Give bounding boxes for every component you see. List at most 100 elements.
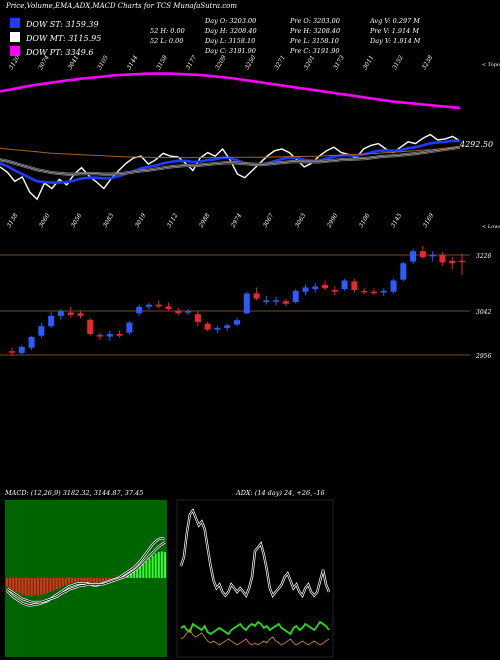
macd-label: MACD: (12,26,9) 3182.32, 3144.87, 37.45 bbox=[4, 489, 143, 497]
ema-top-label: 3074 bbox=[37, 54, 51, 71]
candle-body bbox=[136, 306, 143, 314]
ema-bottom-label: 3138 bbox=[6, 212, 20, 229]
ema-bottom-label: 3060 bbox=[38, 212, 52, 229]
candle-body bbox=[77, 313, 84, 316]
ema-series-line bbox=[0, 133, 461, 201]
ema-bottom-label: 2974 bbox=[229, 212, 243, 230]
ema-top-label: 3250 bbox=[244, 54, 258, 71]
candle-body bbox=[273, 300, 280, 302]
candle-body bbox=[9, 351, 15, 353]
legend-dow-mt: DOW MT: 3115.95 bbox=[10, 32, 101, 43]
plus-di-line bbox=[180, 620, 330, 636]
candle-body bbox=[214, 327, 221, 330]
candle-body bbox=[370, 291, 377, 294]
candle-body bbox=[155, 304, 162, 307]
candle-body bbox=[390, 280, 397, 292]
ema-top-label: 3209 bbox=[214, 54, 228, 71]
adx-line bbox=[180, 509, 330, 597]
ema-right-label-top: < Topo bbox=[482, 62, 500, 68]
candle-body bbox=[322, 284, 329, 289]
ema-series-line bbox=[0, 72, 461, 110]
candle-body bbox=[459, 260, 465, 263]
candle-body bbox=[126, 322, 133, 333]
candle-body bbox=[194, 314, 201, 322]
ema-right-label-bottom: < Lower bbox=[482, 224, 500, 230]
ohlc-52w-low: 52 L: 0.00 bbox=[150, 37, 184, 45]
candle-body bbox=[312, 286, 319, 290]
candle-body bbox=[165, 306, 172, 309]
macd-panel: MACD: (12,26,9) 3182.32, 3144.87, 37.45 bbox=[4, 489, 167, 657]
ema-top-label: 3271 bbox=[273, 54, 287, 71]
candle-panel: 3226 3042 2956 bbox=[0, 246, 491, 360]
candle-body bbox=[18, 346, 25, 353]
candle-body bbox=[67, 312, 74, 315]
ema-bottom-label: 3169 bbox=[422, 212, 436, 229]
ema-bottom-label: 3063 bbox=[294, 212, 308, 229]
ema-series-line bbox=[0, 139, 461, 185]
macd-line bbox=[6, 537, 166, 606]
ema-price-marker: 4292.50 bbox=[459, 140, 493, 149]
legend-swatch-white-icon bbox=[10, 32, 20, 42]
ema-top-label: 3158 bbox=[155, 54, 169, 71]
price-level-label: 3226 bbox=[476, 253, 491, 260]
candle-body bbox=[204, 323, 211, 330]
ema-bottom-label: 3106 bbox=[358, 212, 372, 229]
ema-top-label: 3011 bbox=[362, 54, 376, 71]
ohlc-pre-close: Pre C: 3191.90 bbox=[290, 47, 340, 55]
candle-body bbox=[410, 251, 417, 262]
adx-panel: ADX: (14 day) 24, +26, -16 bbox=[176, 489, 334, 658]
ema-panel: 3120 3074 3041 3105 3144 3158 3177 3209 3250 3271… bbox=[0, 54, 500, 230]
candle-body bbox=[439, 254, 446, 263]
candle-body bbox=[234, 320, 240, 325]
ohlc-day-close: Day C: 3191.90 bbox=[205, 47, 256, 55]
candle-body bbox=[419, 251, 426, 258]
ema-top-label: 3152 bbox=[391, 54, 405, 71]
ohlc-pre-volume: Pre V: 1.914 M bbox=[370, 27, 420, 35]
ema-top-label: 3120 bbox=[8, 54, 22, 71]
legend-swatch-magenta-icon bbox=[10, 46, 20, 56]
ema-series-line bbox=[0, 146, 461, 159]
ohlc-pre-open: Pre O: 3203.00 bbox=[290, 17, 340, 25]
candle-body bbox=[106, 333, 113, 337]
candle-body bbox=[380, 290, 387, 293]
ohlc-day-open: Day O: 3203.00 bbox=[205, 17, 257, 25]
macd-signal-line bbox=[6, 541, 166, 603]
candle-body bbox=[116, 333, 123, 336]
price-level-label: 2956 bbox=[475, 353, 491, 360]
page-title: Price,Volume,EMA,ADX,MACD Charts for TCS… bbox=[6, 2, 238, 10]
candle-body bbox=[48, 315, 55, 327]
candle-body bbox=[361, 290, 368, 293]
ema-top-label: 3238 bbox=[421, 54, 435, 71]
candle-body bbox=[97, 334, 104, 337]
ohlc-day-volume: Day V: 1.914 M bbox=[370, 37, 421, 45]
ohlc-52w-high: 52 H: 0.00 bbox=[150, 27, 185, 35]
candle-body bbox=[429, 254, 436, 257]
candle-body bbox=[263, 300, 270, 303]
ema-top-label: 3105 bbox=[96, 54, 110, 71]
ema-top-label: 3041 bbox=[67, 54, 81, 71]
ohlc-avg-volume: Avg V: 0.297 M bbox=[370, 17, 420, 25]
ema-bottom-label: 3112 bbox=[166, 212, 180, 229]
candle-body bbox=[185, 311, 192, 313]
ema-bottom-label: 3067 bbox=[262, 212, 276, 229]
candle-body bbox=[302, 287, 309, 292]
ema-top-label: 3144 bbox=[126, 54, 140, 71]
ema-bottom-label: 3145 bbox=[390, 212, 404, 229]
ema-bottom-label: 2988 bbox=[197, 212, 211, 230]
candle-body bbox=[282, 301, 289, 304]
ohlc-pre-low: Pre L: 3158.10 bbox=[290, 37, 339, 45]
ohlc-day-high: Day H: 3208.40 bbox=[205, 27, 257, 35]
candle-body bbox=[253, 293, 260, 299]
candle-body bbox=[224, 325, 231, 328]
ohlc-day-low: Day L: 3158.10 bbox=[205, 37, 256, 45]
legend-dow-st: DOW ST: 3159.39 bbox=[10, 18, 99, 29]
legend-swatch-blue-icon bbox=[10, 18, 20, 28]
ema-bottom-label: 2990 bbox=[325, 212, 339, 230]
candle-body bbox=[331, 290, 338, 292]
candle-body bbox=[400, 263, 407, 280]
candle-body bbox=[57, 311, 64, 316]
candle-body bbox=[175, 310, 182, 314]
adx-label: ADX: (14 day) 24, +26, -16 bbox=[235, 489, 325, 497]
candle-body bbox=[28, 336, 35, 348]
ema-top-label: 3177 bbox=[185, 54, 199, 71]
